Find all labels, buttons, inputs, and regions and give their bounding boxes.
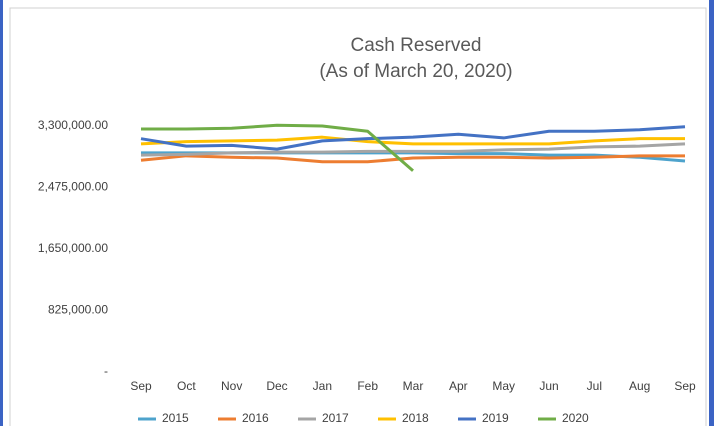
legend-label: 2017 bbox=[322, 411, 349, 425]
y-tick-label: 1,650,000.00 bbox=[38, 241, 108, 255]
legend-label: 2018 bbox=[402, 411, 429, 425]
legend-label: 2019 bbox=[482, 411, 509, 425]
legend-label: 2016 bbox=[242, 411, 269, 425]
y-tick-label: 825,000.00 bbox=[48, 303, 108, 317]
x-tick-label: Sep bbox=[674, 379, 696, 393]
chart-subtitle: (As of March 20, 2020) bbox=[319, 61, 512, 82]
series-line bbox=[141, 123, 414, 172]
x-tick-label: Apr bbox=[449, 379, 468, 393]
x-tick-label: Aug bbox=[629, 379, 650, 393]
y-tick-label: - bbox=[104, 364, 108, 378]
y-tick-label: 3,300,000.00 bbox=[38, 118, 108, 132]
x-tick-label: Mar bbox=[403, 379, 424, 393]
legend-label: 2020 bbox=[562, 411, 589, 425]
x-tick-label: Dec bbox=[266, 379, 287, 393]
series-line bbox=[140, 154, 685, 164]
x-tick-label: Sep bbox=[130, 379, 152, 393]
series-line bbox=[140, 135, 685, 146]
x-tick-label: Jul bbox=[587, 379, 602, 393]
x-tick-label: May bbox=[492, 379, 515, 393]
x-tick-label: Feb bbox=[357, 379, 378, 393]
series-line bbox=[140, 142, 686, 157]
series-line bbox=[140, 125, 686, 151]
chart-title: Cash Reserved bbox=[351, 35, 482, 56]
x-tick-label: Jan bbox=[313, 379, 332, 393]
frame-edge bbox=[709, 0, 714, 426]
x-tick-label: Oct bbox=[177, 379, 196, 393]
frame-edge bbox=[0, 0, 3, 426]
x-tick-label: Jun bbox=[539, 379, 558, 393]
chart-border bbox=[9, 7, 707, 426]
x-tick-label: Nov bbox=[221, 379, 242, 393]
y-tick-label: 2,475,000.00 bbox=[38, 180, 108, 194]
legend-label: 2015 bbox=[162, 411, 189, 425]
